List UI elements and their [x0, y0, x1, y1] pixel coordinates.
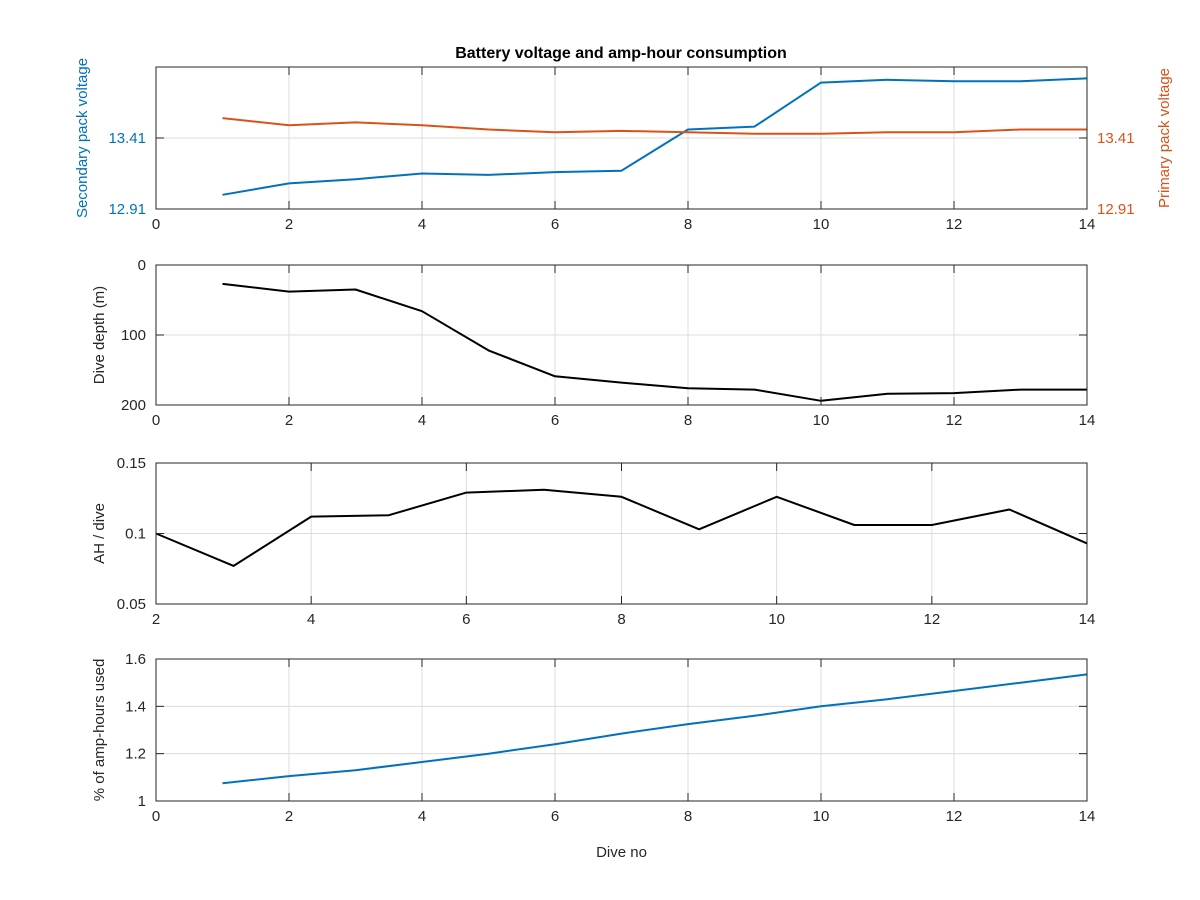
subplot-4: 0 2 4 6 8 10 12 14 1 1.2 1.4 1.6 % of amp-hours used…	[91, 651, 1095, 861]
x-tick-label: 14	[1079, 611, 1096, 628]
y-tick-label: 1	[138, 793, 146, 810]
y2-axis-label: Primary pack voltage	[1156, 68, 1173, 208]
x-tick-label: 14	[1079, 808, 1096, 825]
x-tick-label: 0	[152, 412, 160, 429]
x-tick-label: 12	[946, 808, 963, 825]
x-tick-label: 2	[285, 216, 293, 233]
chart-title: Battery voltage and amp-hour consumption	[455, 45, 787, 62]
x-tick-label: 14	[1079, 412, 1096, 429]
x-tick-label: 4	[307, 611, 315, 628]
y-tick-label: 13.41	[108, 130, 146, 147]
x-tick-label: 10	[813, 412, 830, 429]
y-tick-label: 1.6	[125, 651, 146, 668]
x-tick-label: 0	[152, 216, 160, 233]
x-axis-label: Dive no	[596, 844, 647, 861]
y-tick-label: 1.4	[125, 698, 146, 715]
x-tick-label: 0	[152, 808, 160, 825]
series-line-1	[155, 488, 1088, 567]
x-tick-label: 2	[285, 808, 293, 825]
y2-tick-label: 12.91	[1097, 201, 1135, 218]
x-tick-label: 8	[684, 808, 692, 825]
x-tick-label: 8	[617, 611, 625, 628]
x-tick-label: 4	[418, 808, 426, 825]
x-tick-label: 6	[551, 808, 559, 825]
series-line-1	[222, 77, 1088, 196]
y-tick-label: 0	[138, 257, 146, 274]
y-axis-label: Secondary pack voltage	[74, 58, 91, 218]
x-tick-label: 12	[946, 216, 963, 233]
x-tick-label: 4	[418, 216, 426, 233]
x-tick-label: 12	[923, 611, 940, 628]
x-tick-label: 8	[684, 412, 692, 429]
x-tick-label: 10	[813, 216, 830, 233]
x-tick-label: 4	[418, 412, 426, 429]
x-tick-label: 6	[551, 216, 559, 233]
x-tick-label: 10	[768, 611, 785, 628]
subplot-3: 2 4 6 8 10 12 14 0.05 0.1 0.15 AH / dive	[91, 455, 1095, 628]
x-tick-label: 2	[152, 611, 160, 628]
y-tick-label: 0.05	[117, 596, 146, 613]
y-tick-label: 12.91	[108, 201, 146, 218]
x-tick-label: 2	[285, 412, 293, 429]
y-axis-label: Dive depth (m)	[91, 286, 108, 384]
x-tick-label: 14	[1079, 216, 1096, 233]
x-tick-label: 10	[813, 808, 830, 825]
y2-tick-label: 13.41	[1097, 130, 1135, 147]
plot-area	[156, 659, 1087, 801]
series-line-2	[222, 117, 1087, 135]
y-tick-label: 100	[121, 327, 146, 344]
subplot-2: 0 2 4 6 8 10 12 14 0 100 200 Dive depth (m)	[91, 257, 1095, 429]
y-tick-label: 0.1	[125, 526, 146, 543]
y-axis-label: % of amp-hours used	[91, 659, 108, 802]
x-tick-label: 6	[551, 412, 559, 429]
series-line-1	[222, 673, 1088, 785]
x-tick-label: 8	[684, 216, 692, 233]
y-axis-label: AH / dive	[91, 503, 108, 564]
axes-frame	[155, 658, 1088, 802]
x-tick-label: 12	[946, 412, 963, 429]
series-line-1	[222, 282, 1087, 402]
y-tick-label: 1.2	[125, 746, 146, 763]
y-tick-label: 0.15	[117, 455, 146, 472]
x-tick-label: 6	[462, 611, 470, 628]
y-tick-label: 200	[121, 397, 146, 414]
